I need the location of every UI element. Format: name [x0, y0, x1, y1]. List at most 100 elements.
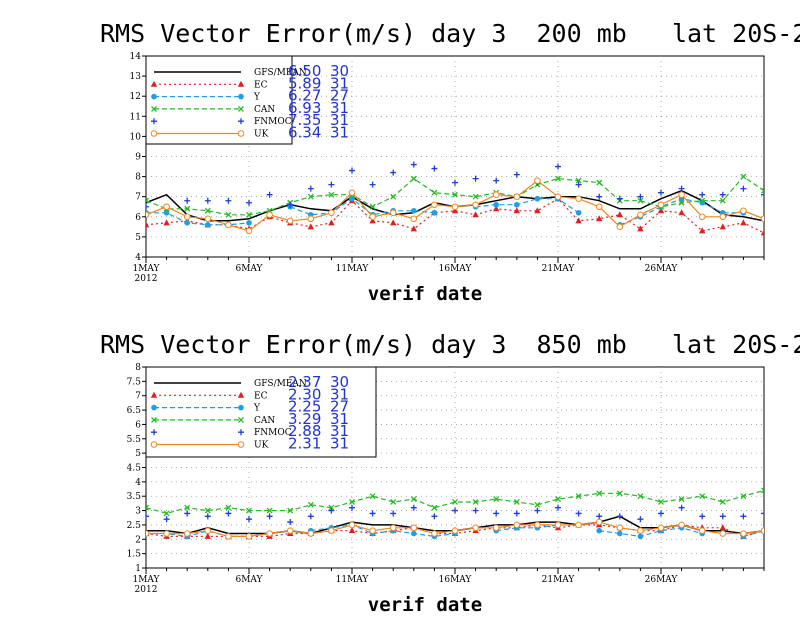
- data-point: [369, 493, 376, 500]
- data-point: [349, 498, 355, 505]
- legend-marker: [151, 93, 157, 100]
- legend-marker: [237, 130, 245, 137]
- data-point: [184, 220, 190, 226]
- data-point: [431, 165, 438, 172]
- data-point: [698, 527, 706, 534]
- data-point: [266, 211, 273, 219]
- y-tick-label: 8: [135, 363, 141, 373]
- data-point: [637, 193, 644, 200]
- y-tick-label: 6: [135, 420, 141, 430]
- data-point: [513, 207, 520, 214]
- series-fnmoc: [146, 161, 764, 210]
- data-point: [348, 521, 356, 529]
- data-point: [328, 219, 335, 226]
- legend-marker: [151, 404, 157, 411]
- data-point: [431, 504, 438, 511]
- y-tick-label: 14: [130, 52, 142, 62]
- data-point: [328, 507, 335, 514]
- y-tick-label: 5.5: [127, 435, 142, 445]
- data-point: [575, 209, 582, 216]
- data-point: [411, 530, 417, 537]
- x-tick-label: 21MAY: [542, 264, 576, 274]
- legend-count: 31: [330, 422, 349, 440]
- data-point: [513, 498, 520, 505]
- data-point: [554, 521, 562, 529]
- data-point: [595, 203, 603, 211]
- legend-label: GFS/MEAN: [254, 68, 307, 78]
- data-point: [246, 199, 252, 206]
- legend-marker: [238, 118, 244, 125]
- series-line: [475, 198, 579, 214]
- data-point: [740, 513, 747, 520]
- data-point: [719, 513, 726, 520]
- data-point: [307, 501, 314, 508]
- x-tick-sublabel: 2012: [135, 585, 158, 595]
- data-point: [698, 213, 706, 221]
- data-point: [369, 527, 376, 534]
- data-point: [678, 191, 685, 198]
- y-tick-label: 4.5: [127, 464, 142, 474]
- legend-count: 31: [330, 410, 349, 428]
- data-point: [678, 209, 685, 216]
- legend-marker: [237, 80, 245, 87]
- y-tick-label: 4: [135, 253, 141, 263]
- data-point: [410, 215, 418, 223]
- data-point: [657, 207, 665, 214]
- y-tick-label: 3: [135, 507, 141, 517]
- data-point: [761, 487, 764, 494]
- data-point: [287, 201, 294, 208]
- data-point: [328, 527, 335, 534]
- data-point: [369, 203, 376, 210]
- y-tick-label: 3.5: [127, 492, 142, 502]
- data-point: [369, 217, 376, 224]
- data-point: [205, 222, 211, 228]
- data-point: [534, 521, 541, 529]
- legend-mean: 6.50: [288, 62, 321, 80]
- legend-marker: [238, 429, 244, 436]
- data-point: [349, 504, 355, 511]
- data-point: [637, 197, 644, 204]
- data-point: [616, 513, 623, 520]
- data-point: [328, 209, 335, 217]
- data-point: [514, 201, 520, 208]
- data-point: [658, 498, 664, 505]
- data-point: [184, 197, 191, 204]
- data-point: [146, 513, 149, 520]
- x-tick-label: 11MAY: [336, 264, 370, 274]
- data-point: [555, 496, 561, 503]
- data-point: [410, 524, 418, 532]
- data-point: [307, 530, 315, 537]
- data-point: [513, 521, 521, 529]
- data-point: [678, 185, 685, 192]
- y-tick-label: 11: [130, 112, 141, 122]
- series-line: [146, 212, 250, 226]
- data-point: [410, 161, 417, 168]
- data-point: [390, 169, 397, 176]
- legend-label: EC: [254, 391, 268, 401]
- data-point: [534, 507, 541, 514]
- data-point: [699, 197, 706, 204]
- legend-mean: 2.30: [288, 385, 321, 403]
- legend-marker: [151, 416, 157, 423]
- x-tick-label: 16MAY: [439, 264, 473, 274]
- data-point: [246, 516, 252, 523]
- data-point: [699, 191, 706, 198]
- y-tick-label: 12: [130, 92, 141, 102]
- data-point: [286, 527, 294, 534]
- legend-label: Y: [253, 93, 261, 103]
- y-tick-label: 1.5: [127, 550, 142, 560]
- y-tick-label: 2.5: [127, 521, 142, 531]
- series-line: [289, 197, 435, 216]
- series-line: [496, 524, 559, 532]
- x-axis-label: verif date: [368, 283, 482, 305]
- data-point: [204, 513, 211, 520]
- data-point: [431, 513, 438, 520]
- data-point: [493, 205, 500, 212]
- data-point: [431, 189, 438, 196]
- data-point: [719, 213, 727, 221]
- data-point: [575, 521, 582, 529]
- data-point: [163, 219, 170, 226]
- data-point: [307, 223, 314, 230]
